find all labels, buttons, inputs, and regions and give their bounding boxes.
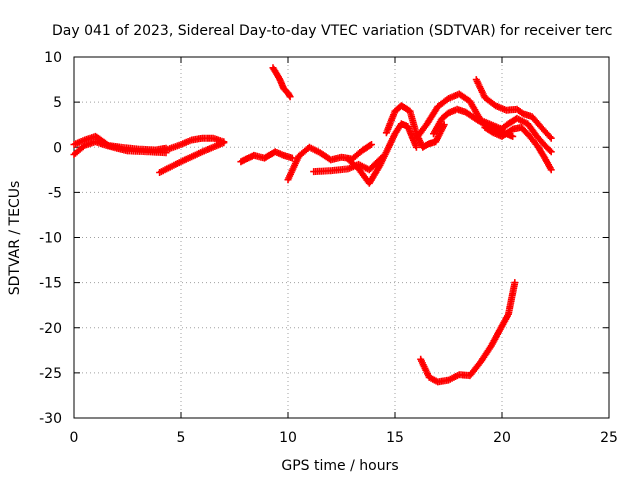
series-markers: [70, 138, 170, 158]
y-tick-label: -20: [39, 321, 62, 337]
series-s6: [269, 64, 294, 101]
y-tick-label: -15: [39, 276, 62, 292]
series-s7: [284, 141, 375, 184]
series-s16: [417, 279, 519, 386]
x-axis-ticks: 0 5 10 15 20 25: [70, 57, 618, 446]
x-tick-label: 25: [600, 430, 618, 446]
series-s5: [237, 148, 296, 166]
x-axis-label: GPS time / hours: [281, 458, 398, 474]
series-markers: [269, 64, 294, 101]
series-s14: [494, 114, 555, 156]
y-tick-label: 5: [53, 95, 62, 111]
series-markers: [417, 279, 519, 386]
y-tick-label: 0: [53, 140, 62, 156]
series-markers: [156, 139, 228, 176]
y-tick-label: -30: [39, 411, 62, 427]
x-tick-label: 10: [279, 430, 297, 446]
series-s10: [382, 102, 448, 151]
series-markers: [481, 123, 555, 174]
series-markers: [472, 76, 555, 142]
chart-title: Day 041 of 2023, Sidereal Day-to-day VTE…: [52, 23, 612, 39]
series-markers: [382, 102, 448, 151]
series-s9: [344, 120, 420, 187]
x-tick-label: 5: [177, 430, 186, 446]
grid: [74, 57, 609, 418]
series-s4: [162, 134, 228, 154]
x-tick-label: 0: [70, 430, 79, 446]
series-s3: [156, 139, 228, 176]
series-s15: [481, 123, 555, 174]
y-tick-label: 10: [44, 50, 62, 66]
y-axis-ticks: 10 5 0 -5 -10 -15 -20 -25 -30: [39, 50, 609, 427]
series-markers: [237, 148, 296, 166]
y-tick-label: -10: [39, 231, 62, 247]
y-axis-label: SDTVAR / TECUs: [7, 181, 23, 296]
series-markers: [162, 134, 228, 154]
y-tick-label: -5: [48, 185, 62, 201]
y-tick-label: -25: [39, 366, 62, 382]
series-markers: [494, 114, 555, 156]
series-s13: [472, 76, 555, 142]
x-tick-label: 15: [386, 430, 404, 446]
series-s2: [70, 138, 170, 158]
series-group: [70, 64, 555, 386]
series-markers: [284, 141, 375, 184]
series-markers: [344, 120, 420, 187]
x-tick-label: 20: [493, 430, 511, 446]
